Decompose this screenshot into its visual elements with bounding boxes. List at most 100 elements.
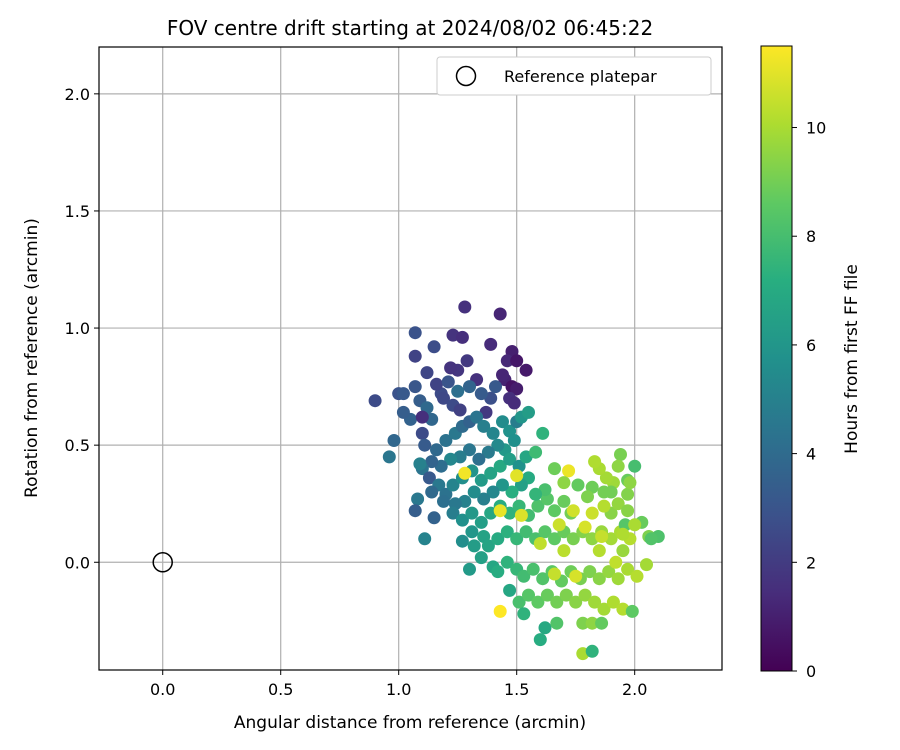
colorbar-label: Hours from first FF file bbox=[842, 264, 862, 454]
data-point bbox=[396, 405, 410, 419]
legend: Reference platepar bbox=[436, 56, 712, 96]
data-point bbox=[595, 616, 609, 630]
data-point bbox=[578, 520, 592, 534]
chart-title: FOV centre drift starting at 2024/08/02 … bbox=[167, 16, 653, 40]
data-point bbox=[510, 532, 524, 546]
data-point bbox=[616, 544, 630, 558]
data-point bbox=[496, 415, 509, 429]
data-point bbox=[621, 562, 635, 576]
data-point bbox=[411, 492, 425, 506]
data-point bbox=[474, 387, 488, 401]
data-point bbox=[489, 380, 502, 394]
data-point bbox=[463, 380, 476, 394]
data-point bbox=[644, 532, 658, 546]
data-point bbox=[382, 450, 396, 464]
data-point bbox=[486, 426, 500, 440]
data-point bbox=[588, 455, 602, 469]
data-point bbox=[588, 595, 602, 609]
data-point bbox=[387, 434, 401, 447]
data-point bbox=[597, 499, 611, 513]
data-point bbox=[519, 363, 533, 377]
data-point bbox=[467, 539, 481, 553]
data-point bbox=[463, 562, 476, 576]
data-point bbox=[437, 391, 450, 405]
y-tick-label: 2.0 bbox=[65, 85, 90, 104]
data-point bbox=[408, 504, 422, 518]
data-point bbox=[548, 504, 561, 518]
colorbar-ticks: 0 2 4 6 8 10 bbox=[792, 119, 826, 681]
x-axis: 0.0 0.5 1.0 1.5 2.0 bbox=[150, 670, 647, 699]
data-point bbox=[576, 616, 590, 630]
data-point bbox=[418, 532, 432, 546]
colorbar-tick-label: 4 bbox=[806, 445, 816, 464]
data-point bbox=[446, 506, 460, 520]
data-point bbox=[614, 448, 627, 461]
data-point bbox=[418, 438, 432, 452]
data-point bbox=[548, 567, 561, 581]
data-point bbox=[510, 382, 524, 396]
data-point bbox=[550, 595, 564, 609]
data-point bbox=[529, 445, 543, 459]
data-point bbox=[408, 349, 422, 363]
data-point bbox=[496, 368, 509, 382]
colorbar-tick-label: 6 bbox=[806, 336, 816, 355]
data-point bbox=[496, 478, 509, 492]
data-point bbox=[522, 588, 535, 602]
data-point bbox=[465, 506, 479, 520]
data-point bbox=[500, 555, 514, 569]
data-point bbox=[621, 504, 635, 518]
data-point bbox=[628, 518, 642, 532]
data-point bbox=[548, 532, 561, 546]
data-point bbox=[536, 572, 550, 586]
data-point bbox=[559, 588, 573, 602]
data-point bbox=[533, 633, 547, 647]
data-point bbox=[441, 375, 455, 389]
data-point bbox=[486, 485, 500, 499]
data-point bbox=[592, 572, 606, 586]
x-tick-label: 1.5 bbox=[504, 680, 529, 699]
data-point bbox=[602, 565, 616, 579]
data-point bbox=[422, 471, 436, 485]
data-point bbox=[453, 403, 467, 417]
data-point bbox=[566, 504, 580, 518]
data-point bbox=[562, 464, 576, 478]
legend-marker bbox=[455, 65, 477, 87]
data-point bbox=[472, 452, 486, 466]
data-point bbox=[585, 616, 599, 630]
data-point bbox=[415, 426, 429, 440]
data-point bbox=[458, 300, 472, 314]
data-point bbox=[538, 621, 552, 635]
data-point bbox=[427, 511, 441, 525]
data-point bbox=[491, 438, 505, 452]
data-point bbox=[477, 492, 491, 506]
data-point bbox=[458, 466, 472, 480]
data-point bbox=[557, 544, 571, 558]
x-tick-label: 0.0 bbox=[150, 680, 175, 699]
data-point bbox=[550, 616, 564, 630]
data-point bbox=[517, 569, 531, 583]
data-point bbox=[503, 583, 517, 597]
data-point bbox=[616, 527, 630, 541]
data-point bbox=[595, 530, 609, 543]
colorbar-tick-label: 10 bbox=[806, 119, 826, 138]
colorbar: 0 2 4 6 8 10 Hours from first FF file bbox=[760, 45, 862, 681]
data-point bbox=[477, 419, 491, 433]
data-point bbox=[439, 434, 453, 447]
data-point bbox=[519, 525, 533, 539]
data-point bbox=[557, 494, 571, 508]
data-point bbox=[425, 455, 439, 469]
data-point bbox=[566, 532, 580, 546]
data-point bbox=[533, 537, 547, 550]
data-point bbox=[493, 604, 507, 618]
data-point bbox=[640, 558, 653, 572]
data-point bbox=[536, 426, 550, 440]
data-points bbox=[368, 300, 665, 661]
colorbar-gradient bbox=[760, 45, 793, 672]
data-point bbox=[493, 504, 507, 518]
data-point bbox=[623, 476, 637, 490]
data-point bbox=[430, 443, 443, 457]
y-tick-label: 1.5 bbox=[65, 202, 90, 221]
data-point bbox=[484, 466, 498, 480]
data-point bbox=[522, 405, 535, 419]
y-axis: 0.0 0.5 1.0 1.5 2.0 bbox=[65, 85, 99, 572]
